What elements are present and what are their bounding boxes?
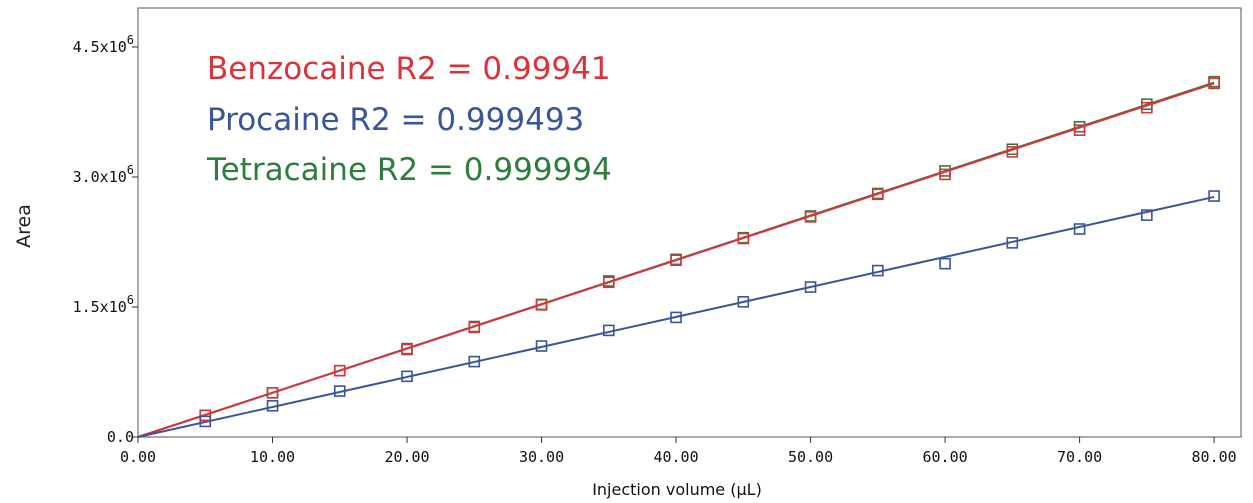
y-tick-label: 4.5x106 — [73, 33, 134, 56]
x-tick-label: 50.00 — [788, 448, 833, 466]
y-tick-label: 1.5x106 — [73, 293, 134, 316]
data-point — [535, 299, 548, 311]
data-point — [401, 370, 413, 383]
x-tick-label: 0.00 — [120, 448, 156, 466]
x-tick-label: 10.00 — [250, 448, 295, 466]
data-point — [939, 168, 951, 181]
x-axis-title: Injection volume (µL) — [592, 480, 762, 499]
y-tick-label: 3.0x106 — [73, 163, 134, 186]
data-point — [1208, 77, 1220, 90]
r2-annotation: Tetracaine R2 = 0.999994 — [206, 152, 612, 188]
series-fit-line — [137, 82, 1215, 438]
y-axis-title: Area — [13, 204, 35, 248]
data-point — [468, 355, 481, 368]
r2-annotation: Procaine R2 = 0.999493 — [207, 102, 584, 138]
data-point — [602, 276, 615, 289]
data-point — [1141, 209, 1153, 221]
data-point — [1006, 237, 1019, 249]
data-point — [266, 386, 279, 399]
data-point — [401, 343, 413, 356]
data-point — [1141, 101, 1153, 114]
data-point — [1006, 146, 1019, 158]
data-point — [670, 311, 682, 324]
x-tick-label: 70.00 — [1057, 448, 1102, 466]
data-point — [266, 399, 279, 412]
x-tick-label: 30.00 — [519, 448, 564, 466]
x-tick-label: 80.00 — [1192, 448, 1237, 466]
data-point — [872, 264, 884, 277]
data-point — [939, 257, 951, 270]
data-point — [737, 232, 750, 245]
data-point — [333, 385, 346, 397]
data-point — [1208, 190, 1220, 202]
x-tick-label: 40.00 — [653, 448, 698, 466]
data-point — [804, 281, 817, 293]
series-fit-line — [137, 195, 1215, 438]
y-tick-label: 0.0 — [107, 428, 134, 446]
data-point — [1073, 223, 1086, 235]
x-tick-label: 60.00 — [922, 448, 967, 466]
data-point — [804, 211, 817, 223]
data-point — [670, 254, 682, 266]
x-tick-label: 20.00 — [384, 448, 429, 466]
plot-area-frame — [137, 7, 1242, 438]
data-point — [535, 340, 548, 352]
data-point — [468, 321, 481, 334]
data-point — [333, 364, 346, 377]
data-point — [737, 295, 750, 308]
data-point — [199, 409, 212, 422]
data-point — [1073, 124, 1086, 136]
data-point — [872, 188, 884, 201]
data-point — [199, 415, 212, 428]
data-point — [602, 324, 615, 337]
r2-annotation: Benzocaine R2 = 0.99941 — [207, 51, 611, 87]
